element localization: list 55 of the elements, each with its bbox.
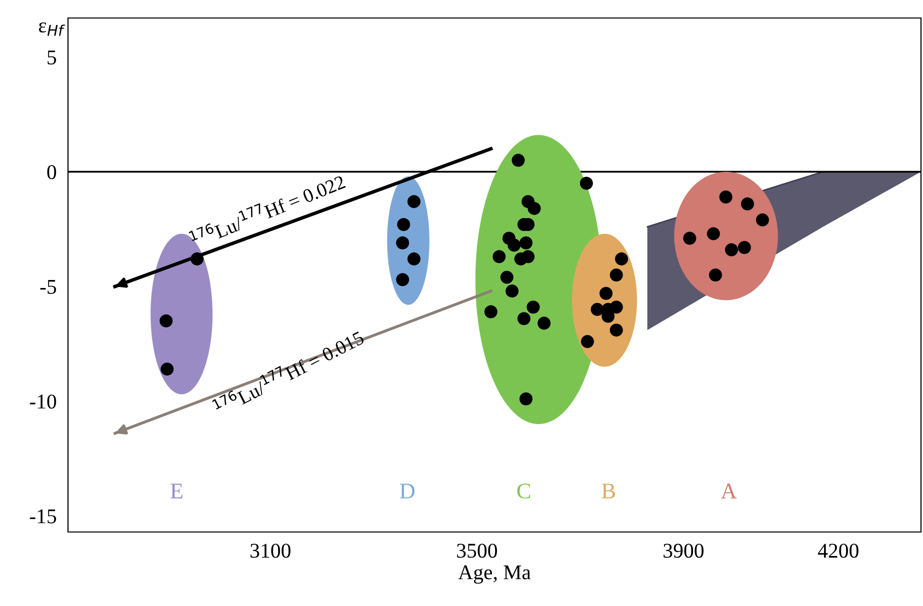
annotation: A [720,484,737,498]
point [528,202,541,215]
point [741,197,754,210]
point [508,238,521,252]
y-axis-title: ε$_{Hf}$ [38,22,65,36]
point [706,227,720,240]
y-tick-label: 0 [47,165,56,180]
point [738,240,751,254]
x-tick-label: 4200 [818,544,858,558]
point [522,250,535,264]
point [538,316,551,330]
point [396,273,410,286]
y-tick-label: 5 [48,50,56,64]
point [407,252,420,266]
point [500,270,514,284]
point [610,324,623,337]
point [484,305,498,318]
point [756,213,769,226]
annotation: B [602,484,615,498]
point [397,218,410,232]
annotation: $^{176}$Lu/$^{177}$Hf = 0.022 [188,170,346,248]
point [396,236,410,250]
y-tick-label: -10 [30,394,56,409]
point [407,195,420,208]
point [708,268,722,282]
y-tick-label: -15 [30,509,56,524]
point [160,314,173,328]
point [600,286,613,300]
point [512,154,525,167]
point [719,190,732,204]
point [517,312,530,326]
point [610,268,623,282]
point [580,176,593,190]
x-tick-label: 3900 [664,544,704,558]
y-tick-label: -5 [40,280,56,294]
annotation: C [517,484,530,499]
point [519,236,532,250]
point [492,250,506,264]
point [519,392,532,406]
point [683,232,696,245]
point [615,252,628,266]
point [526,300,540,314]
point [610,300,623,314]
annotation: D [400,484,414,498]
point [590,302,604,316]
point [724,243,738,256]
annotation: $^{176}$Lu/$^{177}$Hf = 0.015 [212,326,365,416]
annotation: E [170,484,182,498]
x-tick-label: 3100 [250,544,290,558]
point [190,252,204,266]
point [506,284,519,298]
x-axis-title: Age, Ma [458,565,531,584]
x-tick-label: 3500 [457,544,497,558]
point [160,362,174,376]
point [580,335,594,348]
